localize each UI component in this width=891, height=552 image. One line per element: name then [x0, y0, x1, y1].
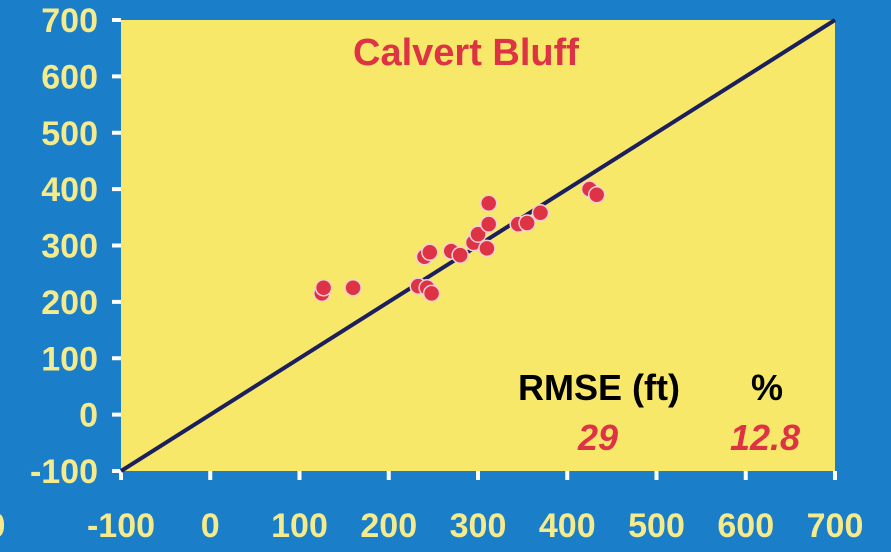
data-point [421, 243, 439, 262]
data-point [587, 186, 606, 204]
y-tick-label: 600 [41, 58, 98, 96]
data-point [518, 214, 536, 232]
data-point [478, 239, 496, 258]
data-point [531, 204, 550, 222]
data-point [469, 225, 487, 243]
data-point [451, 246, 469, 264]
y-tick-label: 0 [79, 397, 98, 435]
stats-header-percent: % [751, 367, 783, 408]
stats-value-percent: 12.8 [730, 417, 800, 458]
x-tick-label: 100 [271, 507, 328, 545]
data-point [479, 194, 498, 212]
data-point [422, 284, 441, 303]
x-tick-label: 0 [201, 507, 220, 545]
chart-title: Calvert Bluff [353, 32, 579, 74]
x-tick-label: 700 [807, 507, 864, 545]
data-point [344, 279, 362, 297]
stats-value-rmse: 29 [577, 417, 618, 458]
y-tick-label: 400 [41, 171, 98, 209]
data-point [314, 279, 333, 297]
x-tick-label: -100 [87, 507, 155, 545]
y-tick-label: 300 [41, 228, 98, 266]
y-tick-label: -100 [30, 453, 98, 491]
x-tick-label: 200 [360, 507, 417, 545]
cropped-x-tick-label: 0 [0, 507, 5, 545]
stats-header-rmse: RMSE (ft) [518, 367, 680, 408]
y-tick-label: 100 [41, 340, 98, 378]
x-tick-label: 600 [717, 507, 774, 545]
data-points [313, 180, 606, 303]
axes: -100 0 100 200 300 400 500 600 700 -100 0 100 200 300… [30, 2, 863, 545]
x-tick-label: 400 [539, 507, 596, 545]
y-tick-label: 500 [41, 115, 98, 153]
x-tick-label: 300 [450, 507, 507, 545]
data-point [479, 215, 498, 233]
x-tick-label: 500 [628, 507, 685, 545]
y-tick-label: 700 [41, 2, 98, 40]
y-tick-label: 200 [41, 284, 98, 322]
